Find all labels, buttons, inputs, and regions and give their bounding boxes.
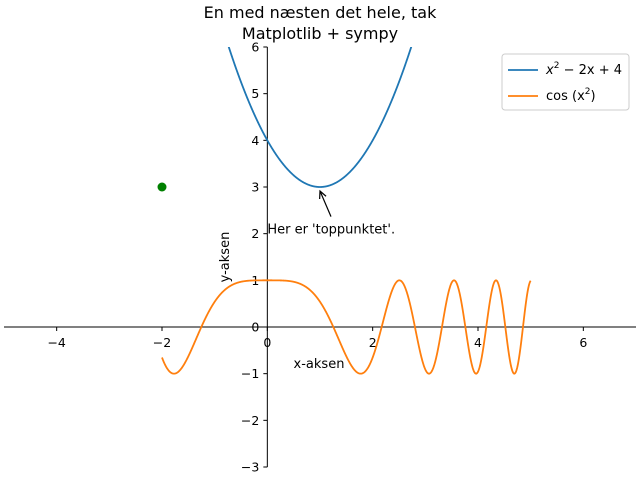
chart-title-line-1: En med næsten det hele, tak	[204, 3, 437, 22]
y-tick-label: 5	[251, 86, 259, 101]
legend-label-series-1: x2 − 2x + 4	[545, 61, 622, 78]
x-tick-label: 6	[579, 335, 587, 350]
series-layer	[161, 47, 532, 375]
y-tick-label: −3	[241, 460, 259, 475]
points-layer	[157, 182, 167, 192]
x-axis-label: x-aksen	[294, 357, 345, 372]
y-tick-label: −2	[241, 413, 259, 428]
x-tick-label: 0	[263, 335, 271, 350]
y-tick-label: 6	[251, 40, 259, 55]
legend-label-series-2-sup: 2	[585, 87, 591, 97]
x-tick-label: 4	[474, 335, 482, 350]
x-tick-label: −4	[47, 335, 65, 350]
axes	[4, 47, 636, 467]
y-tick-label: −1	[241, 366, 259, 381]
series-line-2	[161, 279, 532, 375]
y-tick-label: 4	[251, 133, 259, 148]
legend-label-series-2-base: cos (x	[546, 89, 585, 104]
y-tick-label: 3	[251, 180, 259, 195]
y-tick-label: 0	[251, 320, 259, 335]
series-line-1	[227, 47, 413, 188]
annotation-arrow	[319, 190, 332, 217]
legend: x2 − 2x + 4 cos (x2)	[501, 53, 630, 111]
annotation: Her er 'toppunktet'.	[267, 189, 395, 238]
annotation-arrow-head	[319, 189, 327, 200]
y-axis-label: y-aksen	[218, 232, 233, 283]
data-point	[157, 182, 167, 192]
x-tick-label: −2	[153, 335, 171, 350]
y-tick-label: 2	[251, 226, 259, 241]
annotation-text: Her er 'toppunktet'.	[267, 223, 395, 238]
x-ticks: −4 −2 0 2 4 6	[47, 327, 587, 350]
chart-title-line-2: Matplotlib + sympy	[242, 24, 398, 43]
x-tick-label: 2	[369, 335, 377, 350]
legend-label-series-1-rest: − 2x + 4	[559, 63, 622, 78]
legend-label-series-1-sup: 2	[554, 61, 560, 71]
legend-label-series-1-base: x	[545, 63, 554, 78]
legend-label-series-2: cos (x2)	[546, 87, 596, 104]
legend-label-series-2-rest: )	[591, 89, 596, 104]
